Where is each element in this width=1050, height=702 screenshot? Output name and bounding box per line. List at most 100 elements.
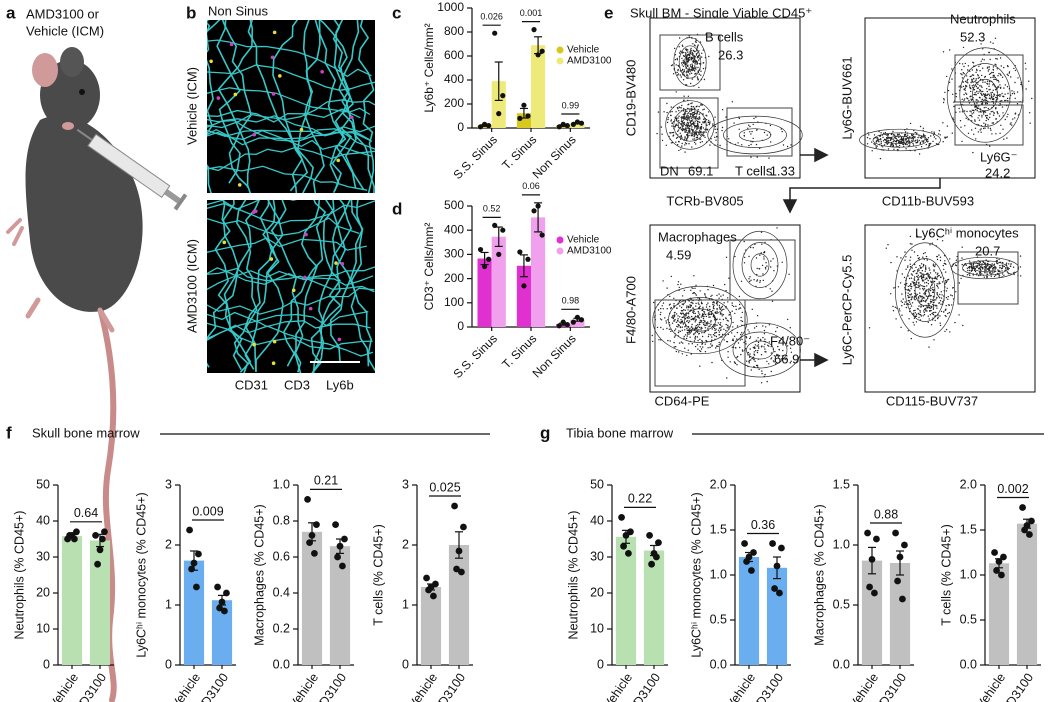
event-dot: [919, 140, 920, 141]
event-dot: [720, 327, 721, 328]
event-dot: [692, 318, 693, 319]
event-dot: [942, 122, 943, 123]
event-dot: [946, 305, 947, 306]
event-dot: [937, 294, 938, 295]
event-dot: [923, 140, 924, 141]
event-dot: [710, 321, 711, 322]
event-dot: [966, 75, 967, 76]
event-dot: [981, 99, 982, 100]
event-dot: [995, 108, 996, 109]
event-dot: [692, 78, 693, 79]
event-dot: [992, 263, 993, 264]
event-dot: [757, 156, 758, 157]
event-dot: [682, 330, 683, 331]
event-dot: [766, 361, 767, 362]
event-dot: [717, 304, 718, 305]
data-point: [571, 320, 576, 325]
event-dot: [722, 109, 723, 110]
event-dot: [985, 103, 986, 104]
event-dot: [685, 142, 686, 143]
event-dot: [721, 130, 722, 131]
event-dot: [927, 141, 928, 142]
event-dot: [938, 287, 939, 288]
event-dot: [773, 270, 774, 271]
event-dot: [770, 141, 771, 142]
event-dot: [685, 48, 686, 49]
event-dot: [697, 46, 698, 47]
event-dot: [960, 278, 961, 279]
event-dot: [736, 338, 737, 339]
event-dot: [675, 335, 676, 336]
event-dot: [979, 120, 980, 121]
event-dot: [966, 265, 967, 266]
event-dot: [1010, 76, 1011, 77]
event-dot: [910, 236, 911, 237]
event-dot: [719, 342, 720, 343]
event-dot: [680, 284, 681, 285]
event-dot: [663, 308, 664, 309]
event-dot: [735, 347, 736, 348]
event-dot: [990, 128, 991, 129]
event-dot: [999, 94, 1000, 95]
event-dot: [763, 346, 764, 347]
event-dot: [992, 97, 993, 98]
event-dot: [695, 332, 696, 333]
event-dot: [909, 260, 910, 261]
event-dot: [919, 292, 920, 293]
event-dot: [684, 290, 685, 291]
data-point: [458, 569, 465, 576]
event-dot: [995, 133, 996, 134]
event-dot: [991, 95, 992, 96]
bar: [531, 45, 545, 128]
event-dot: [945, 271, 946, 272]
event-dot: [695, 73, 696, 74]
y-tick-label: 0.8: [273, 513, 290, 527]
y-tick-label: 0: [43, 657, 50, 671]
event-dot: [917, 269, 918, 270]
event-dot: [914, 278, 915, 279]
y-tick-label: 10: [36, 621, 50, 635]
event-dot: [723, 319, 724, 320]
event-dot: [887, 244, 888, 245]
event-dot: [916, 287, 917, 288]
event-dot: [893, 138, 894, 139]
event-dot: [721, 310, 722, 311]
event-dot: [951, 68, 952, 69]
y-tick-label: 1.0: [960, 567, 977, 581]
event-dot: [682, 317, 683, 318]
event-dot: [739, 296, 740, 297]
event-dot: [904, 277, 905, 278]
event-dot: [919, 285, 920, 286]
event-dot: [687, 309, 688, 310]
event-dot: [719, 305, 720, 306]
event-dot: [913, 271, 914, 272]
event-dot: [699, 366, 700, 367]
event-dot: [691, 102, 692, 103]
event-dot: [741, 144, 742, 145]
bar: [449, 545, 469, 665]
event-dot: [706, 119, 707, 120]
data-point: [496, 111, 501, 116]
event-dot: [923, 134, 924, 135]
event-dot: [687, 333, 688, 334]
event-dot: [956, 260, 957, 261]
event-dot: [708, 314, 709, 315]
event-dot: [681, 136, 682, 137]
panel-label: f: [6, 423, 12, 442]
event-dot: [666, 322, 667, 323]
data-point: [214, 584, 221, 591]
event-dot: [699, 118, 700, 119]
event-dot: [705, 314, 706, 315]
event-dot: [686, 62, 687, 63]
event-dot: [695, 321, 696, 322]
event-dot: [1003, 96, 1004, 97]
event-dot: [768, 363, 769, 364]
event-dot: [679, 46, 680, 47]
y-tick-label: 2: [165, 537, 172, 551]
event-dot: [967, 82, 968, 83]
event-dot: [694, 132, 695, 133]
event-dot: [938, 283, 939, 284]
event-dot: [998, 259, 999, 260]
event-dot: [744, 241, 745, 242]
event-dot: [925, 267, 926, 268]
